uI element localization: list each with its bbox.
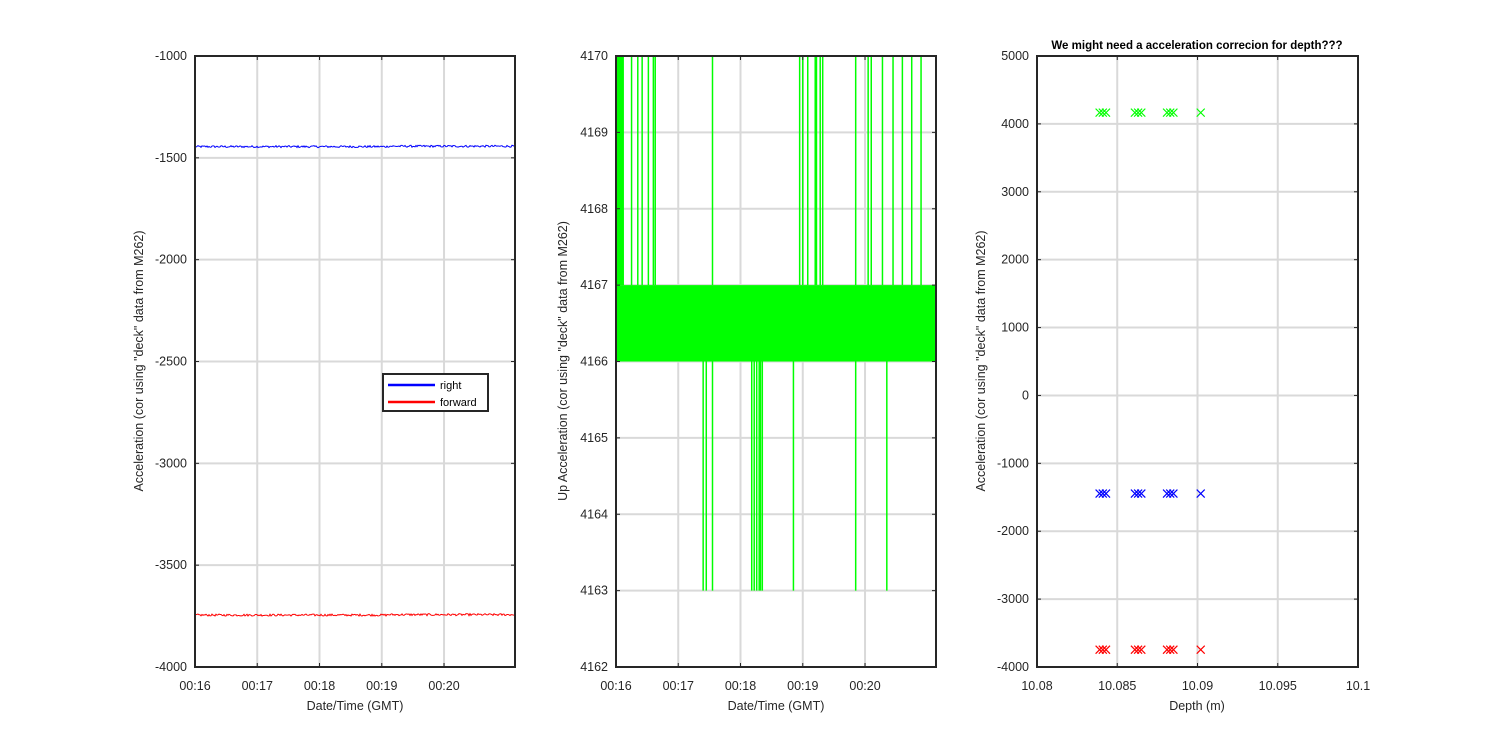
legend: right forward <box>382 373 489 412</box>
scatter-point <box>1162 645 1172 655</box>
scatter-point <box>1101 108 1111 118</box>
tick-labels: 00:16 00:17 00:18 00:19 00:20 -4000 -3500 -3000… <box>155 49 515 693</box>
scatter-point <box>1101 645 1111 655</box>
tick-labels: 10.08 10.085 10.09 10.095 10.1 -4000 -3000 -200… <box>997 49 1370 693</box>
legend-label-right: right <box>440 380 461 392</box>
y-tick-label: 4167 <box>580 278 608 292</box>
y-tick-label: 4169 <box>580 125 608 139</box>
y-tick-label: 4166 <box>580 355 608 369</box>
x-tick-label: 10.09 <box>1182 679 1213 693</box>
x-tick-label: 00:20 <box>428 679 459 693</box>
scatter-point <box>1130 108 1140 118</box>
x-tick-label: 00:19 <box>787 679 818 693</box>
series-band <box>615 285 937 362</box>
scatter-point <box>1169 108 1178 118</box>
y-axis-label: Up Acceleration (cor using "deck" data f… <box>556 221 570 501</box>
x-tick-label: 00:18 <box>725 679 756 693</box>
scatter-point <box>1133 645 1143 655</box>
x-tick-label: 00:20 <box>849 679 880 693</box>
y-axis-label: Acceleration (cor using "deck" data from… <box>132 230 146 491</box>
y-tick-label: 4170 <box>580 49 608 63</box>
scatter-point <box>1136 489 1146 498</box>
scatter-point <box>1165 108 1175 118</box>
x-tick-label: 10.1 <box>1346 679 1370 693</box>
x-tick-label: 00:16 <box>600 679 631 693</box>
scatter-point <box>1162 489 1172 498</box>
scatter-point <box>1095 108 1105 118</box>
y-tick-label: -1500 <box>155 151 187 165</box>
x-tick-label: 00:17 <box>242 679 273 693</box>
scatter-point <box>1165 489 1175 498</box>
x-tick-label: 10.095 <box>1259 679 1297 693</box>
scatter-point <box>1130 645 1140 655</box>
series-lines <box>194 144 516 617</box>
x-tick-label: 00:19 <box>366 679 397 693</box>
y-tick-label: -1000 <box>997 456 1029 470</box>
scatter-point <box>1133 108 1143 118</box>
scatter-point <box>1136 645 1146 655</box>
y-axis-label: Acceleration (cor using "deck" data from… <box>974 230 988 491</box>
x-tick-label: 00:17 <box>663 679 694 693</box>
y-tick-label: 4000 <box>1001 117 1029 131</box>
y-tick-label: 4168 <box>580 202 608 216</box>
legend-label-forward: forward <box>440 397 477 409</box>
panel-time-right-forward: 00:16 00:17 00:18 00:19 00:20 -4000 -3500 -3000… <box>132 49 516 713</box>
y-tick-label: -3000 <box>997 592 1029 606</box>
y-tick-label: 1000 <box>1001 321 1029 335</box>
scatter-point <box>1196 489 1206 498</box>
x-axis-label: Date/Time (GMT) <box>728 699 825 713</box>
x-tick-label: 00:16 <box>179 679 210 693</box>
legend-box <box>382 373 489 412</box>
y-tick-label: -2000 <box>997 524 1029 538</box>
y-tick-label: 4162 <box>580 660 608 674</box>
y-tick-label: -3000 <box>155 456 187 470</box>
panel-time-up: 00:16 00:17 00:18 00:19 00:20 4162 4163 4164 416… <box>556 49 937 713</box>
tick-labels: 00:16 00:17 00:18 00:19 00:20 4162 4163 4164 416… <box>580 49 936 693</box>
y-tick-label: 4164 <box>580 507 608 521</box>
y-tick-label: -2500 <box>155 355 187 369</box>
scatter-point <box>1136 108 1146 118</box>
scatter-point <box>1095 489 1105 498</box>
scatter-point <box>1196 645 1206 655</box>
x-axis-label: Depth (m) <box>1169 699 1225 713</box>
x-tick-label: 10.08 <box>1021 679 1052 693</box>
scatter-point <box>1098 489 1108 498</box>
y-tick-label: 5000 <box>1001 49 1029 63</box>
panel-depth-scatter: 10.08 10.085 10.09 10.095 10.1 -4000 -3000 -200… <box>974 40 1370 713</box>
scatter-point <box>1169 645 1178 655</box>
series-line-right <box>194 144 516 149</box>
scatter-point <box>1098 645 1108 655</box>
grid-lines <box>1037 56 1358 667</box>
y-tick-label: 3000 <box>1001 185 1029 199</box>
scatter-point <box>1095 645 1105 655</box>
scatter-point <box>1196 108 1206 118</box>
scatter-point <box>1162 108 1172 118</box>
y-tick-label: -2000 <box>155 253 187 267</box>
y-tick-label: -1000 <box>155 49 187 63</box>
scatter-point <box>1098 108 1108 118</box>
x-tick-label: 10.085 <box>1098 679 1136 693</box>
y-tick-label: -4000 <box>155 660 187 674</box>
scatter-point <box>1169 489 1178 498</box>
scatter-point <box>1133 489 1143 498</box>
scatter-point <box>1101 489 1111 498</box>
x-tick-label: 00:18 <box>304 679 335 693</box>
chart-title: We might need a acceleration correcion f… <box>1051 40 1342 52</box>
grid-lines <box>195 56 515 667</box>
y-tick-label: -4000 <box>997 660 1029 674</box>
series-lines <box>615 55 937 591</box>
y-tick-label: -3500 <box>155 558 187 572</box>
series-line-forward <box>194 612 516 617</box>
scatter-point <box>1130 489 1140 498</box>
y-tick-label: 4165 <box>580 431 608 445</box>
y-tick-label: 2000 <box>1001 253 1029 267</box>
scatter-point <box>1165 645 1175 655</box>
x-axis-label: Date/Time (GMT) <box>307 699 404 713</box>
y-tick-label: 0 <box>1022 388 1029 402</box>
y-tick-label: 4163 <box>580 584 608 598</box>
scatter-markers <box>1095 108 1206 655</box>
